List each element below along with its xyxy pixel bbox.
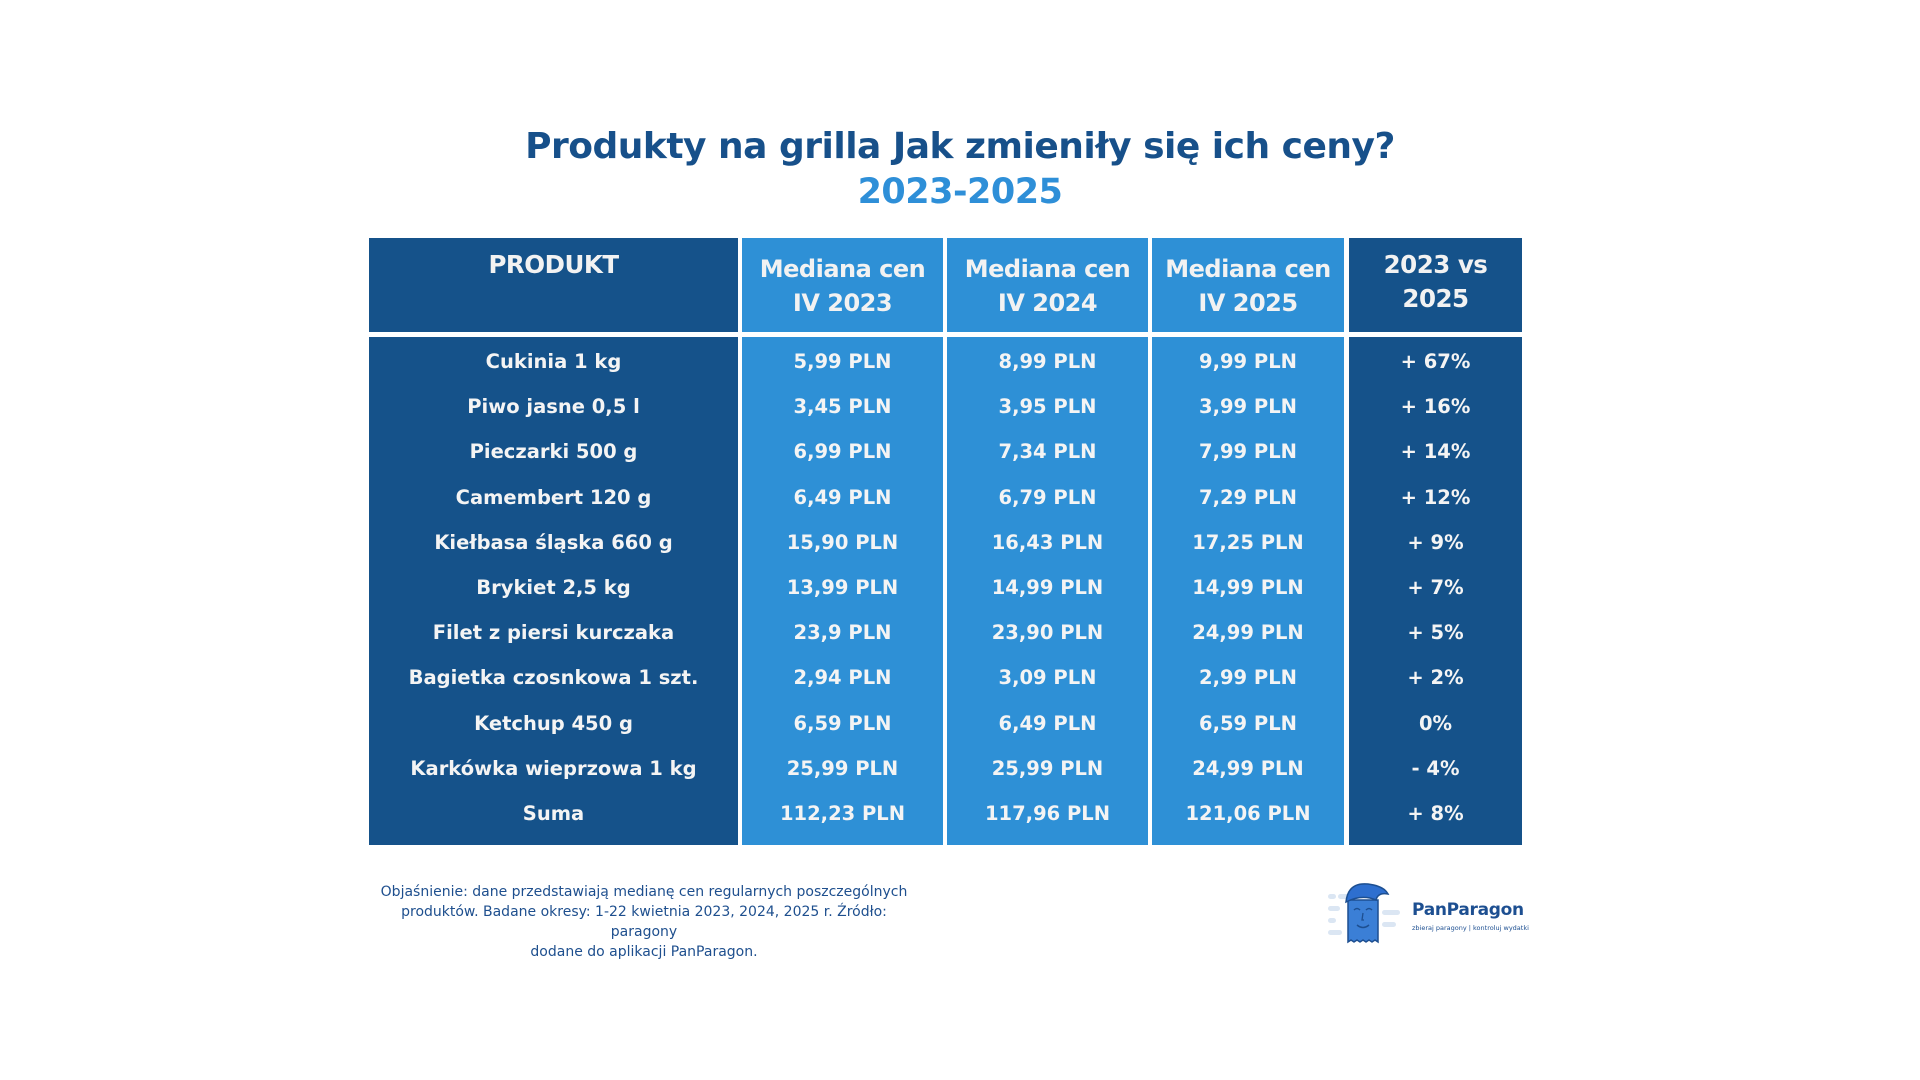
logo-wordmark: PanParagon <box>1412 900 1524 920</box>
column-body: + 67% + 16% + 14% + 12% + 9% + 7% + 5% + 2% 0% - … <box>1349 337 1522 845</box>
table-cell: Piwo jasne 0,5 l <box>467 395 640 419</box>
column-median-2024: Mediana cen IV 2024 8,99 PLN 3,95 PLN 7,34 P… <box>947 238 1148 845</box>
total-cell: 117,96 PLN <box>984 801 1111 825</box>
table-cell: Camembert 120 g <box>455 485 652 509</box>
table-cell: 23,9 PLN <box>793 621 892 645</box>
header-text: IV 2024 <box>997 289 1098 317</box>
table-cell: + 7% <box>1407 575 1464 599</box>
table-cell: 3,09 PLN <box>998 666 1097 690</box>
table-cell: 3,95 PLN <box>998 395 1097 419</box>
page-title: Produkty na grilla Jak zmieniły się ich … <box>525 126 1395 167</box>
header-text: PRODUKT <box>488 250 619 279</box>
table-cell: 7,29 PLN <box>1199 485 1297 509</box>
header-text: Mediana cen <box>964 255 1131 283</box>
column-body: 8,99 PLN 3,95 PLN 7,34 PLN 6,79 PLN 16,43 PL… <box>947 337 1148 845</box>
column-body: 5,99 PLN 3,45 PLN 6,99 PLN 6,49 PLN 15,90 PL… <box>742 337 943 845</box>
table-cell: 24,99 PLN <box>1192 756 1304 780</box>
table-cell: 6,49 PLN <box>998 711 1097 735</box>
footnote: Objaśnienie: dane przedstawiają medianę … <box>372 882 916 962</box>
column-median-2025: Mediana cen IV 2025 9,99 PLN 3,99 PLN 7,99 P… <box>1152 238 1344 845</box>
table-cell: 0% <box>1418 711 1453 735</box>
table-cell: + 16% <box>1400 395 1471 419</box>
table-cell: 17,25 PLN <box>1192 530 1304 554</box>
table-cell: - 4% <box>1411 756 1460 780</box>
total-cell: Suma <box>522 801 585 825</box>
table-cell: 6,59 PLN <box>1199 711 1297 735</box>
table-cell: 6,79 PLN <box>998 485 1097 509</box>
table-cell: + 12% <box>1400 485 1471 509</box>
footnote-line: produktów. Badane okresy: 1-22 kwietnia … <box>401 904 887 940</box>
table-cell: 3,99 PLN <box>1199 395 1297 419</box>
table-cell: 6,49 PLN <box>793 485 892 509</box>
column-header-median-2025: Mediana cen IV 2025 <box>1152 238 1344 332</box>
header-text: IV 2025 <box>1198 289 1298 317</box>
table-cell: 23,90 PLN <box>991 621 1104 645</box>
table-cell: 16,43 PLN <box>991 530 1104 554</box>
table-cell: + 2% <box>1407 666 1464 690</box>
table-cell: 2,94 PLN <box>793 666 892 690</box>
column-median-2023: Mediana cen IV 2023 5,99 PLN 3,45 PLN 6,99 P… <box>742 238 943 845</box>
column-change-2023-vs-2025: 2023 vs 2025 + 67% + 16% + 14% + 12% + 9% + 7%… <box>1349 238 1522 845</box>
table-cell: 25,99 PLN <box>991 756 1104 780</box>
table-cell: Kiełbasa śląska 660 g <box>434 530 673 554</box>
table-cell: 24,99 PLN <box>1192 621 1304 645</box>
table-cell: + 67% <box>1400 350 1471 373</box>
table-cell: 5,99 PLN <box>793 350 892 373</box>
header-text: Mediana cen <box>759 255 926 283</box>
column-header-median-2024: Mediana cen IV 2024 <box>947 238 1148 332</box>
table-cell: Pieczarki 500 g <box>469 440 638 464</box>
footnote-line: dodane do aplikacji PanParagon. <box>530 944 758 960</box>
total-cell: + 8% <box>1407 801 1464 825</box>
table-cell: + 9% <box>1407 530 1464 554</box>
table-cell: 14,99 PLN <box>1192 575 1304 599</box>
column-product: PRODUKT Cukinia 1 kg Piwo jasne 0,5 l Piecz… <box>369 238 738 845</box>
table-cell: Karkówka wieprzowa 1 kg <box>410 756 697 780</box>
table-cell: 14,99 PLN <box>991 575 1104 599</box>
table-cell: + 5% <box>1407 621 1464 645</box>
table-cell: 6,99 PLN <box>793 440 892 464</box>
column-body: 9,99 PLN 3,99 PLN 7,99 PLN 7,29 PLN 17,25 PL… <box>1152 337 1344 845</box>
table-cell: 7,34 PLN <box>998 440 1097 464</box>
table-cell: 25,99 PLN <box>786 756 899 780</box>
table-cell: 3,45 PLN <box>793 395 892 419</box>
table-cell: Cukinia 1 kg <box>485 350 622 373</box>
table-cell: 7,99 PLN <box>1199 440 1297 464</box>
table-cell: Brykiet 2,5 kg <box>476 575 631 599</box>
header-text: IV 2023 <box>792 289 893 317</box>
table-cell: 2,99 PLN <box>1199 666 1297 690</box>
table-cell: Bagietka czosnkowa 1 szt. <box>408 666 699 690</box>
table-cell: 6,59 PLN <box>793 711 892 735</box>
total-cell: 121,06 PLN <box>1185 801 1311 825</box>
panparagon-logo: PanParagon zbieraj paragony | kontroluj … <box>1328 880 1529 946</box>
table-cell: 9,99 PLN <box>1199 350 1297 373</box>
footnote-line: Objaśnienie: dane przedstawiają medianę … <box>380 884 908 900</box>
table-cell: 13,99 PLN <box>786 575 899 599</box>
logo-tagline: zbieraj paragony | kontroluj wydatki <box>1412 924 1529 932</box>
receipt-mascot-icon <box>1328 883 1400 944</box>
table-cell: + 14% <box>1400 440 1471 464</box>
table-cell: Filet z piersi kurczaka <box>432 621 675 645</box>
page-subtitle: 2023-2025 <box>857 172 1063 212</box>
table-cell: 8,99 PLN <box>998 350 1097 373</box>
column-header-change-2023-vs-2025: 2023 vs 2025 <box>1349 238 1522 332</box>
table-cell: Ketchup 450 g <box>474 711 633 735</box>
column-body: Cukinia 1 kg Piwo jasne 0,5 l Pieczarki 50… <box>369 337 738 845</box>
column-header-median-2023: Mediana cen IV 2023 <box>742 238 943 332</box>
total-cell: 112,23 PLN <box>779 801 906 825</box>
header-text: Mediana cen <box>1165 255 1331 283</box>
column-header-product: PRODUKT <box>369 238 738 332</box>
table-cell: 15,90 PLN <box>786 530 899 554</box>
header-text: 2023 vs 2025 <box>1383 250 1488 313</box>
